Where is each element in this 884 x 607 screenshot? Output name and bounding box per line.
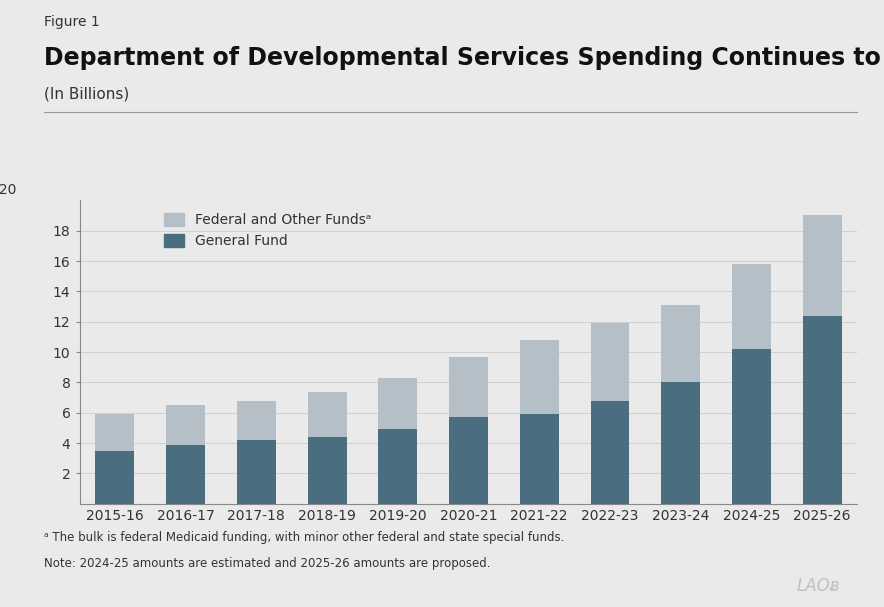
Text: Figure 1: Figure 1 — [44, 15, 100, 29]
Bar — [308, 437, 347, 504]
Bar — [166, 444, 205, 504]
Bar — [661, 305, 700, 382]
Text: (In Billions): (In Billions) — [44, 86, 129, 101]
Bar — [237, 440, 276, 504]
Bar — [308, 392, 347, 437]
Bar — [591, 401, 629, 504]
Text: Department of Developmental Services Spending Continues to Grow Rapidly: Department of Developmental Services Spe… — [44, 46, 884, 70]
Bar — [803, 316, 842, 504]
Bar — [449, 357, 488, 418]
Bar — [803, 215, 842, 316]
Bar — [95, 414, 134, 450]
Text: $20: $20 — [0, 183, 18, 197]
Bar — [378, 430, 417, 504]
Bar — [449, 418, 488, 504]
Bar — [166, 405, 205, 444]
Bar — [732, 264, 771, 349]
Bar — [378, 378, 417, 430]
Text: LAOᴃ: LAOᴃ — [796, 577, 840, 595]
Bar — [520, 340, 559, 414]
Bar — [661, 382, 700, 504]
Bar — [237, 401, 276, 440]
Legend: Federal and Other Fundsᵃ, General Fund: Federal and Other Fundsᵃ, General Fund — [164, 213, 371, 248]
Text: Note: 2024-25 amounts are estimated and 2025-26 amounts are proposed.: Note: 2024-25 amounts are estimated and … — [44, 557, 491, 570]
Bar — [95, 450, 134, 504]
Bar — [591, 323, 629, 401]
Text: ᵃ The bulk is federal Medicaid funding, with minor other federal and state speci: ᵃ The bulk is federal Medicaid funding, … — [44, 531, 565, 544]
Bar — [732, 349, 771, 504]
Bar — [520, 414, 559, 504]
